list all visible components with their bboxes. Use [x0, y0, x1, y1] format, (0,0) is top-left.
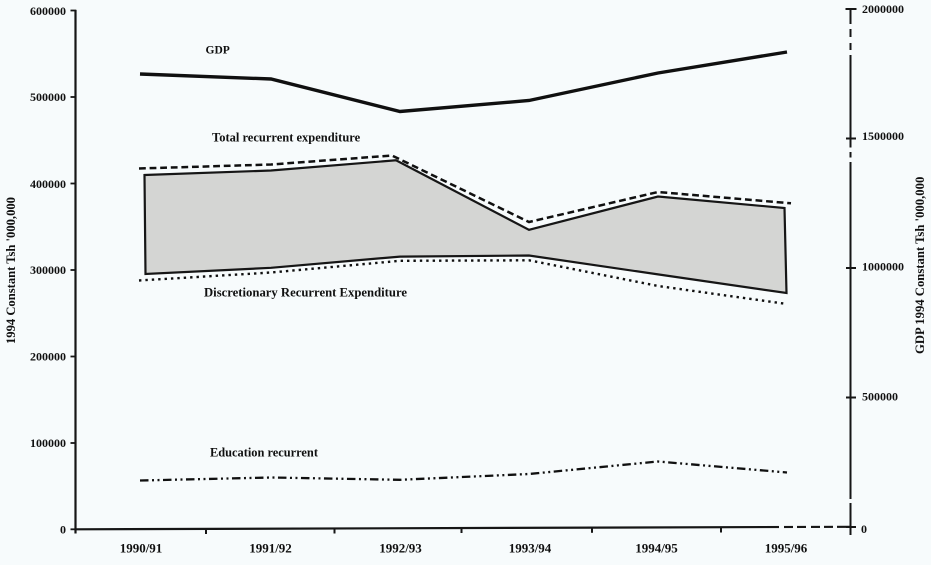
svg-text:1990/91: 1990/91 — [120, 541, 163, 556]
svg-text:300000: 300000 — [30, 263, 66, 277]
svg-text:600000: 600000 — [30, 4, 66, 18]
svg-text:0: 0 — [861, 522, 867, 536]
svg-text:1992/93: 1992/93 — [379, 541, 422, 556]
svg-text:1994/95: 1994/95 — [635, 541, 678, 556]
svg-text:200000: 200000 — [30, 350, 66, 364]
svg-text:500000: 500000 — [30, 90, 66, 104]
svg-text:500000: 500000 — [862, 390, 898, 404]
svg-text:1993/94: 1993/94 — [509, 541, 552, 556]
svg-text:0: 0 — [60, 523, 66, 537]
svg-text:1500000: 1500000 — [862, 129, 904, 143]
svg-text:400000: 400000 — [30, 177, 66, 191]
svg-text:1991/92: 1991/92 — [249, 541, 292, 556]
svg-text:GDP: GDP — [206, 45, 230, 57]
svg-text:GDP 1994 Constant Tsh '000,000: GDP 1994 Constant Tsh '000,000 — [913, 177, 927, 354]
svg-text:1000000: 1000000 — [862, 260, 904, 274]
svg-text:1994 Constant Tsh '000,000: 1994 Constant Tsh '000,000 — [4, 197, 18, 344]
svg-text:Discretionary Recurrent Expend: Discretionary Recurrent Expenditure — [204, 286, 407, 300]
svg-text:100000: 100000 — [30, 436, 66, 450]
svg-text:Education recurrent: Education recurrent — [210, 446, 319, 460]
svg-text:2000000: 2000000 — [862, 2, 904, 16]
svg-text:Total recurrent expenditure: Total recurrent expenditure — [212, 131, 361, 145]
svg-text:1995/96: 1995/96 — [765, 541, 808, 556]
